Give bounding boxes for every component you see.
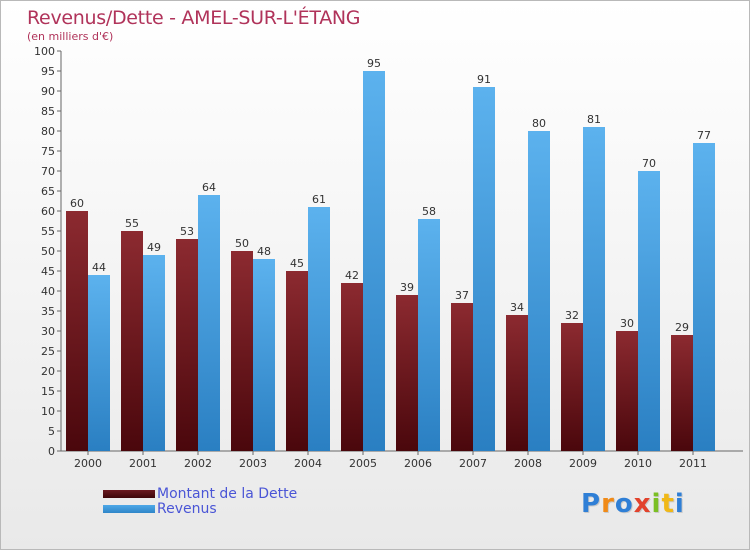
y-tick-label: 100 — [34, 45, 55, 58]
bar-dette — [286, 271, 308, 451]
y-tick-label: 10 — [41, 405, 55, 418]
y-tick-label: 80 — [41, 125, 55, 138]
value-label-revenus: 70 — [642, 157, 656, 170]
y-tick-label: 90 — [41, 85, 55, 98]
value-label-revenus: 81 — [587, 113, 601, 126]
logo-letter: t — [661, 489, 675, 519]
y-tick-label: 5 — [48, 425, 55, 438]
value-label-revenus: 49 — [147, 241, 161, 254]
logo-letter: r — [601, 489, 615, 519]
x-tick-label: 2006 — [404, 457, 432, 470]
value-label-revenus: 58 — [422, 205, 436, 218]
x-tick-label: 2008 — [514, 457, 542, 470]
y-tick-label: 0 — [48, 445, 55, 458]
value-label-dette: 39 — [400, 281, 414, 294]
logo-letter: o — [614, 489, 634, 519]
bar-dette — [506, 315, 528, 451]
value-label-revenus: 80 — [532, 117, 546, 130]
y-tick-label: 75 — [41, 145, 55, 158]
bar-revenus — [418, 219, 440, 451]
x-tick-label: 2001 — [129, 457, 157, 470]
y-tick-label: 40 — [41, 285, 55, 298]
value-label-dette: 30 — [620, 317, 634, 330]
y-tick-label: 65 — [41, 185, 55, 198]
bar-revenus — [363, 71, 385, 451]
value-label-dette: 29 — [675, 321, 689, 334]
value-label-revenus: 61 — [312, 193, 326, 206]
bar-dette — [121, 231, 143, 451]
x-tick-label: 2010 — [624, 457, 652, 470]
chart-subtitle: (en milliers d'€) — [27, 30, 114, 43]
value-label-revenus: 44 — [92, 261, 106, 274]
value-label-dette: 37 — [455, 289, 469, 302]
bar-revenus — [638, 171, 660, 451]
y-tick-label: 25 — [41, 345, 55, 358]
value-label-revenus: 91 — [477, 73, 491, 86]
value-label-dette: 60 — [70, 197, 84, 210]
value-label-revenus: 64 — [202, 181, 216, 194]
bar-revenus — [143, 255, 165, 451]
legend-label-dette: Montant de la Dette — [157, 486, 298, 502]
y-tick-label: 35 — [41, 305, 55, 318]
y-tick-label: 20 — [41, 365, 55, 378]
bar-dette — [561, 323, 583, 451]
bar-revenus — [198, 195, 220, 451]
y-tick-label: 30 — [41, 325, 55, 338]
bar-revenus — [308, 207, 330, 451]
legend-label-revenus: Revenus — [157, 501, 217, 517]
proxiti-logo: Proxiti — [581, 489, 685, 519]
bar-revenus — [88, 275, 110, 451]
bar-dette — [341, 283, 363, 451]
bar-dette — [671, 335, 693, 451]
bar-dette — [176, 239, 198, 451]
bar-dette — [616, 331, 638, 451]
bar-dette — [451, 303, 473, 451]
value-label-dette: 42 — [345, 269, 359, 282]
x-tick-label: 2007 — [459, 457, 487, 470]
bar-dette — [396, 295, 418, 451]
logo-letter: i — [651, 489, 662, 519]
y-tick-label: 45 — [41, 265, 55, 278]
bar-revenus — [528, 131, 550, 451]
logo-letter: P — [581, 489, 602, 519]
bar-revenus — [583, 127, 605, 451]
y-tick-label: 15 — [41, 385, 55, 398]
x-tick-label: 2004 — [294, 457, 322, 470]
x-tick-label: 2003 — [239, 457, 267, 470]
bar-dette — [231, 251, 253, 451]
value-label-revenus: 77 — [697, 129, 711, 142]
x-tick-label: 2005 — [349, 457, 377, 470]
bar-revenus — [473, 87, 495, 451]
logo-letter: i — [674, 489, 685, 519]
value-label-revenus: 48 — [257, 245, 271, 258]
x-tick-label: 2011 — [679, 457, 707, 470]
y-tick-label: 95 — [41, 65, 55, 78]
x-tick-label: 2002 — [184, 457, 212, 470]
value-label-dette: 53 — [180, 225, 194, 238]
value-label-dette: 34 — [510, 301, 524, 314]
value-label-revenus: 95 — [367, 57, 381, 70]
bar-revenus — [693, 143, 715, 451]
y-tick-label: 55 — [41, 225, 55, 238]
x-tick-label: 2000 — [74, 457, 102, 470]
bar-dette — [66, 211, 88, 451]
y-tick-label: 60 — [41, 205, 55, 218]
y-tick-label: 50 — [41, 245, 55, 258]
x-tick-label: 2009 — [569, 457, 597, 470]
y-tick-label: 70 — [41, 165, 55, 178]
value-label-dette: 45 — [290, 257, 304, 270]
y-tick-label: 85 — [41, 105, 55, 118]
chart-title: Revenus/Dette - AMEL-SUR-L'ÉTANG — [27, 7, 361, 29]
value-label-dette: 32 — [565, 309, 579, 322]
value-label-dette: 55 — [125, 217, 139, 230]
logo-letter: x — [633, 489, 652, 519]
legend-swatch-revenus — [103, 505, 155, 513]
bar-revenus — [253, 259, 275, 451]
legend-swatch-dette — [103, 490, 155, 498]
value-label-dette: 50 — [235, 237, 249, 250]
